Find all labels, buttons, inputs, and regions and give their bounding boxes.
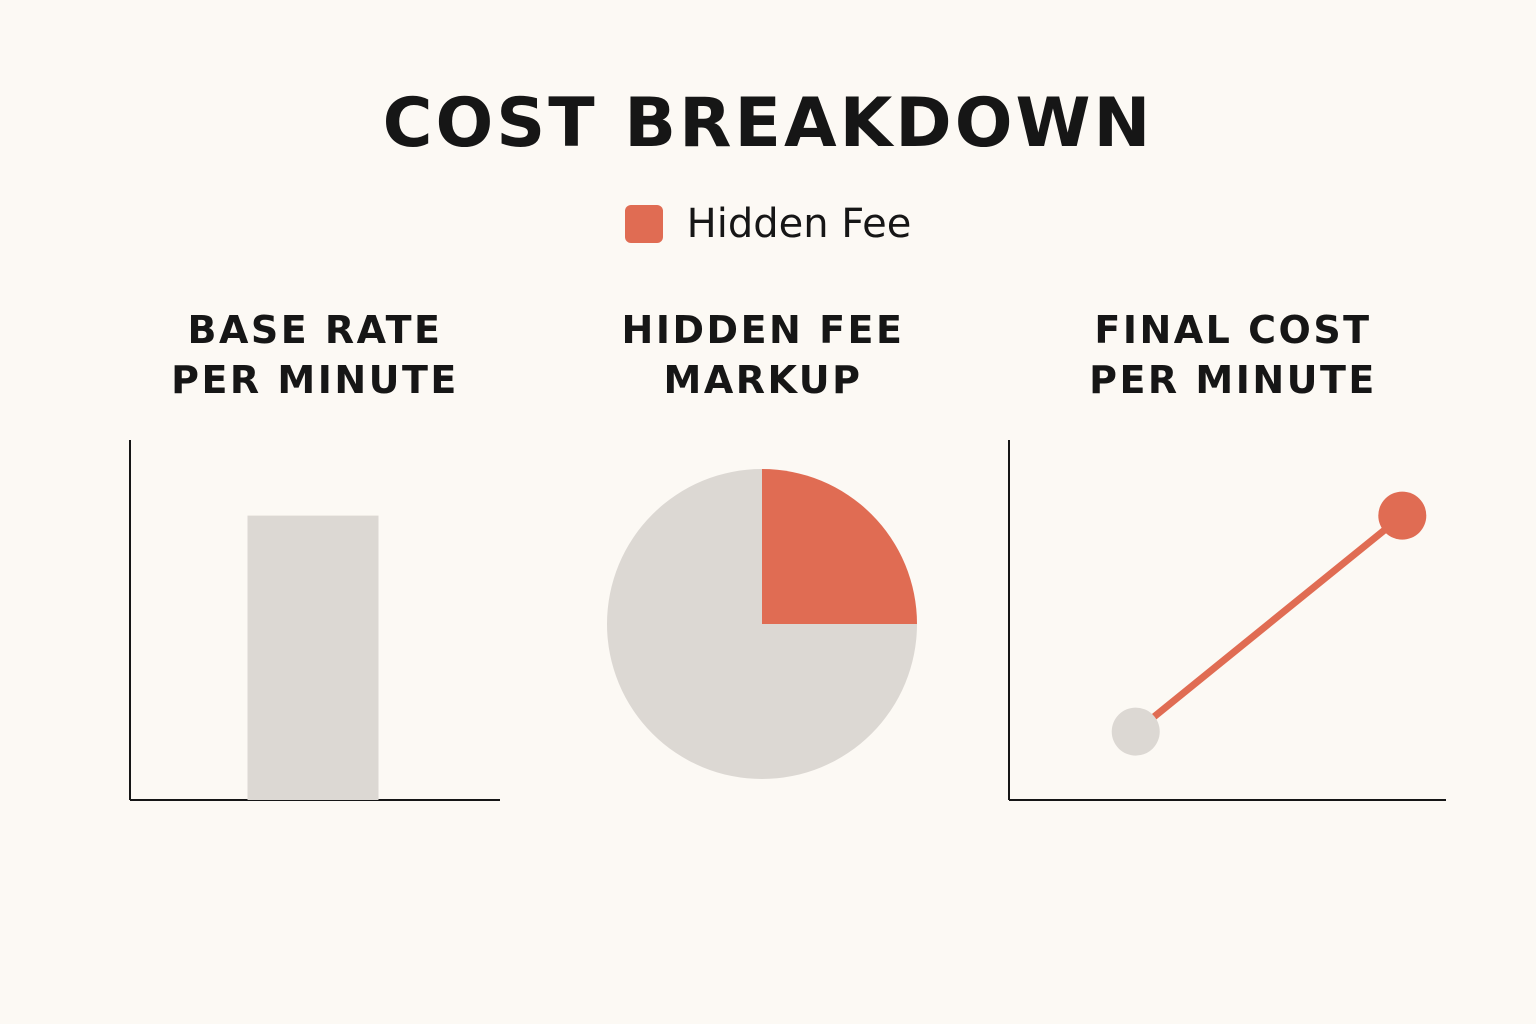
chart-title-hidden-fee: HIDDEN FEE MARKUP: [513, 305, 1013, 405]
legend-swatch-hidden-fee: [624, 205, 663, 243]
chart-title-line: PER MINUTE: [171, 358, 459, 402]
chart-title-final-cost: FINAL COST PER MINUTE: [983, 305, 1483, 405]
legend-label-hidden-fee: Hidden Fee: [686, 201, 912, 247]
chart-title-line: MARKUP: [663, 358, 863, 402]
series-line: [1132, 512, 1406, 736]
legend: Hidden Fee: [0, 200, 1536, 248]
pie-slice: [607, 469, 917, 779]
page-title: COST BREAKDOWN: [382, 84, 1154, 163]
data-point: [1111, 707, 1160, 756]
pie-slice: [762, 469, 917, 624]
chart-title-line: BASE RATE: [187, 308, 443, 352]
chart-title-line: HIDDEN FEE: [621, 308, 905, 352]
data-point: [1378, 491, 1427, 540]
chart-title-line: FINAL COST: [1094, 308, 1372, 352]
bar: [247, 515, 379, 800]
chart-title-line: PER MINUTE: [1089, 358, 1377, 402]
chart-title-base-rate: BASE RATE PER MINUTE: [65, 305, 565, 405]
